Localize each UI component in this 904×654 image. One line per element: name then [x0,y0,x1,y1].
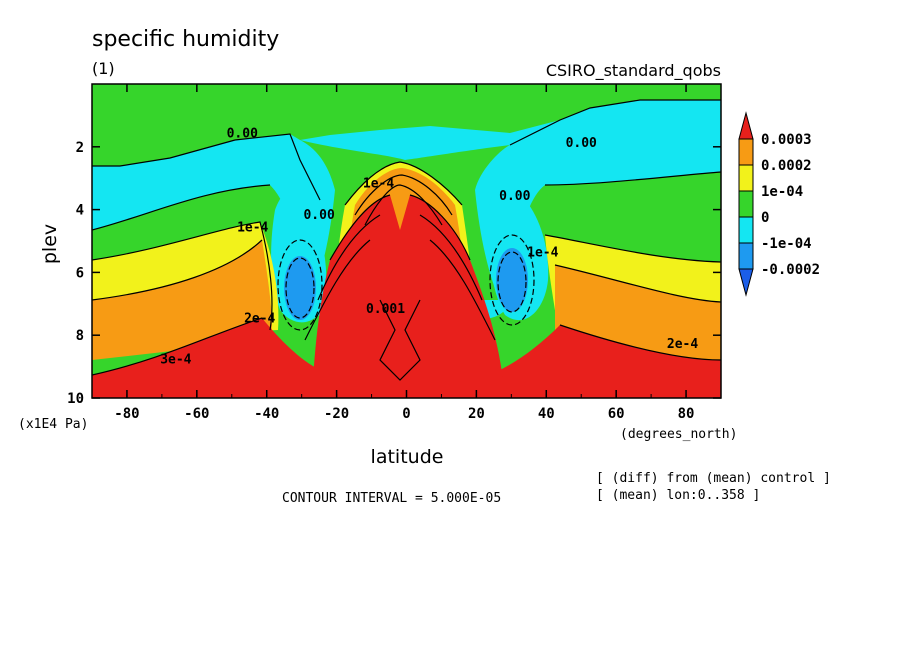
legend-label: 1e-04 [761,184,803,200]
legend-label: 0 [761,210,769,226]
x-tick-label: 20 [468,406,485,422]
legend-swatch [738,138,754,166]
legend-swatch [738,242,754,270]
legend-swatch [738,164,754,192]
region-green [92,84,721,166]
y-tick-label: 10 [67,391,84,407]
contour-label: 2e-4 [667,337,698,352]
legend-swatch [738,216,754,244]
region-blue-right-core [496,248,528,312]
contour-label: 0.00 [566,136,597,151]
contour-label: 0.00 [499,189,530,204]
region-blue-left-core [284,256,316,320]
contour-label: 3e-4 [160,352,191,367]
y-axis-units: (x1E4 Pa) [18,417,88,432]
x-tick-label: 0 [402,406,410,422]
chart-subtitle-left: (1) [92,59,115,78]
y-tick-label: 2 [76,140,84,156]
region-red-bottom [92,318,721,398]
legend-label: -0.0002 [761,262,820,278]
legend-label: 0.0002 [761,158,812,174]
contour-label: 0.00 [303,208,334,223]
color-legend: 0.0003 0.0002 1e-04 0 -1e-04 -0.0002 [738,111,820,297]
y-tick-label: 8 [76,328,84,344]
contour-interval: CONTOUR INTERVAL = 5.000E-05 [282,491,501,506]
x-tick-label: 40 [538,406,555,422]
legend-label: 0.0003 [761,132,812,148]
contour-lines-dashed [277,234,535,331]
x-axis-units: (degrees_north) [620,427,737,442]
legend-label: -1e-04 [761,236,812,252]
x-tick-label: 80 [678,406,695,422]
region-red-center [312,195,505,398]
chart-title: specific humidity [92,27,279,52]
x-tick-label: 60 [608,406,625,422]
contour-label: 1e-4 [363,177,394,192]
legend-swatch [738,190,754,218]
legend-arrow-top [738,111,754,140]
contour-label: 1e-4 [237,221,268,236]
y-tick-label: 4 [76,203,84,219]
x-axis: -80 -60 -40 -20 0 20 40 60 80 [91,84,722,422]
contour-labels: 0.00 0.00 1e-4 0.00 1e-4 0.00 1e-4 2e-4 3e-4 2e-4… [160,126,698,367]
contour-label: 0.001 [366,302,405,317]
note-mean: [ (mean) lon:0..358 ] [596,488,760,503]
x-axis-label: latitude [371,446,444,468]
chart-subtitle-right: CSIRO_standard_qobs [546,61,721,81]
x-tick-label: -80 [114,406,139,422]
note-diff: [ (diff) from (mean) control ] [596,471,831,486]
legend-arrow-bottom [738,268,754,297]
x-tick-label: -60 [184,406,209,422]
y-axis: 2 4 6 8 10 [67,140,721,407]
y-axis-label: plev [39,224,61,264]
x-tick-label: -20 [324,406,349,422]
y-tick-label: 6 [76,265,84,281]
contour-field: 0.00 0.00 1e-4 0.00 1e-4 0.00 1e-4 2e-4 3e-4 2e-4… [92,84,721,398]
contour-lines [92,99,721,381]
contour-label: 2e-4 [244,312,275,327]
x-tick-label: -40 [254,406,279,422]
contour-label: 0.00 [227,126,258,141]
contour-label: 1e-4 [527,246,558,261]
